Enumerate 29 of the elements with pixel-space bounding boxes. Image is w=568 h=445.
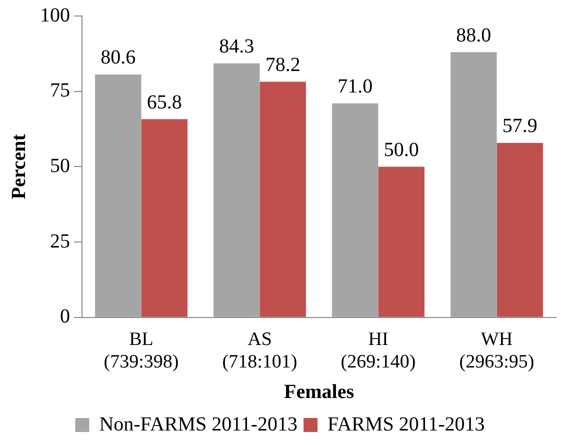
x-tick-label: BL (739:398) <box>104 328 179 373</box>
y-axis-title: Percent <box>8 134 30 200</box>
y-tick-label: 50 <box>50 154 70 177</box>
bar <box>378 166 424 317</box>
bar <box>332 103 378 317</box>
data-label: 57.9 <box>502 115 538 138</box>
bar <box>260 82 306 317</box>
data-label: 80.6 <box>100 46 136 69</box>
x-tick-label: WH (2963:95) <box>459 328 534 373</box>
x-tick-label: HI (269:140) <box>340 328 416 373</box>
data-label: 88.0 <box>456 24 492 46</box>
y-tick-label: 100 <box>40 4 70 26</box>
data-label: 71.0 <box>338 76 373 98</box>
data-label: 84.3 <box>219 36 254 58</box>
x-tick-label: AS (718:101) <box>222 328 298 373</box>
y-tick-label: 25 <box>50 230 70 252</box>
y-tick-label: 75 <box>50 80 70 102</box>
y-tick-label: 0 <box>60 306 70 328</box>
bar <box>141 119 188 317</box>
data-label: 78.2 <box>265 54 300 76</box>
bar <box>214 63 260 317</box>
bar <box>95 74 142 317</box>
legend-label: FARMS 2011-2013 <box>328 413 485 436</box>
bar <box>496 142 543 317</box>
bar <box>450 52 497 317</box>
data-label: 50.0 <box>384 138 419 161</box>
data-label: 65.8 <box>146 91 182 114</box>
legend-label: Non-FARMS 2011-2013 <box>99 413 298 436</box>
x-axis-title: Females <box>284 381 354 404</box>
